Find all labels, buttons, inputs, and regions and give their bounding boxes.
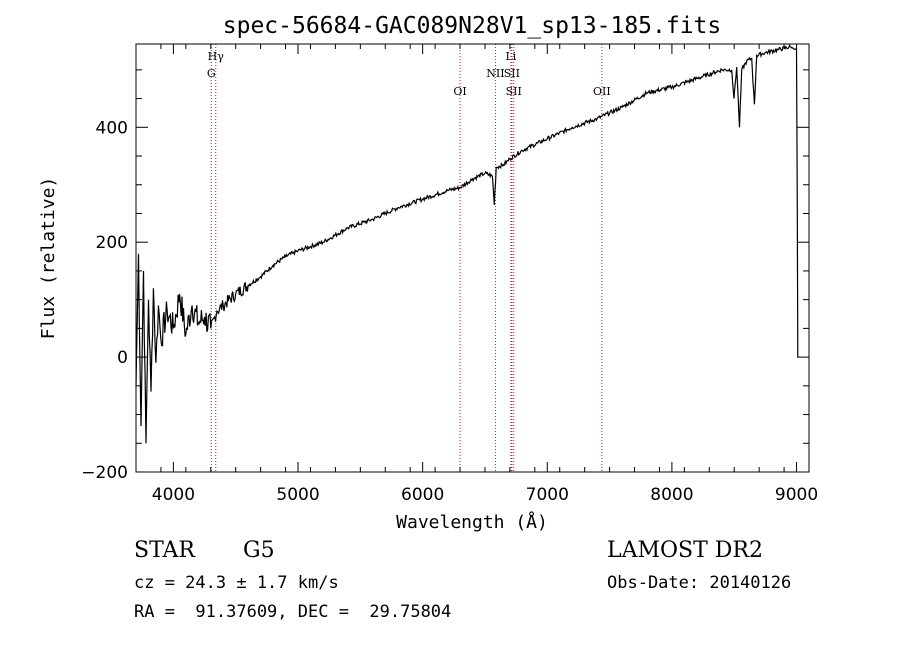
- y-axis-label: Flux (relative): [38, 177, 59, 340]
- y-tick-label: 0: [117, 348, 128, 368]
- line-id-label-5: SII: [504, 67, 520, 80]
- x-axis-label: Wavelength (Å): [396, 511, 548, 533]
- observation-date: Obs-Date: 20140126: [607, 573, 792, 593]
- y-tick-label: 400: [96, 118, 128, 138]
- object-class: STAR: [134, 538, 195, 563]
- line-id-label-0: Hγ: [208, 50, 225, 63]
- plot-frame: [135, 43, 810, 473]
- axis-ticks: 4000 5000 6000 7000 8000 9000 −200 0 200 400: [81, 44, 818, 505]
- line-id-label-7: OII: [593, 85, 611, 98]
- x-tick-label: 5000: [276, 485, 319, 505]
- line-id-label-1: G: [207, 67, 216, 80]
- x-tick-label: 7000: [526, 485, 569, 505]
- y-tick-label: 200: [96, 233, 128, 253]
- x-tick-label: 4000: [152, 485, 195, 505]
- x-tick-label: 6000: [401, 485, 444, 505]
- redshift-velocity: cz = 24.3 ± 1.7 km/s: [134, 573, 339, 593]
- object-subclass: G5: [243, 538, 275, 563]
- x-tick-label: 8000: [650, 485, 693, 505]
- chart-title: spec-56684-GAC089N28V1_sp13-185.fits: [223, 13, 722, 39]
- ra-dec-coordinates: RA = 91.37609, DEC = 29.75804: [134, 602, 452, 622]
- line-id-label-3: NII: [486, 67, 504, 80]
- survey-name: LAMOST DR2: [607, 538, 763, 563]
- line-id-label-6: SII: [506, 85, 522, 98]
- line-id-label-4: Li: [505, 50, 516, 63]
- y-tick-label: −200: [81, 463, 128, 483]
- spectrum-line: [135, 44, 799, 444]
- line-id-label-2: OI: [453, 85, 466, 98]
- x-tick-label: 9000: [775, 485, 818, 505]
